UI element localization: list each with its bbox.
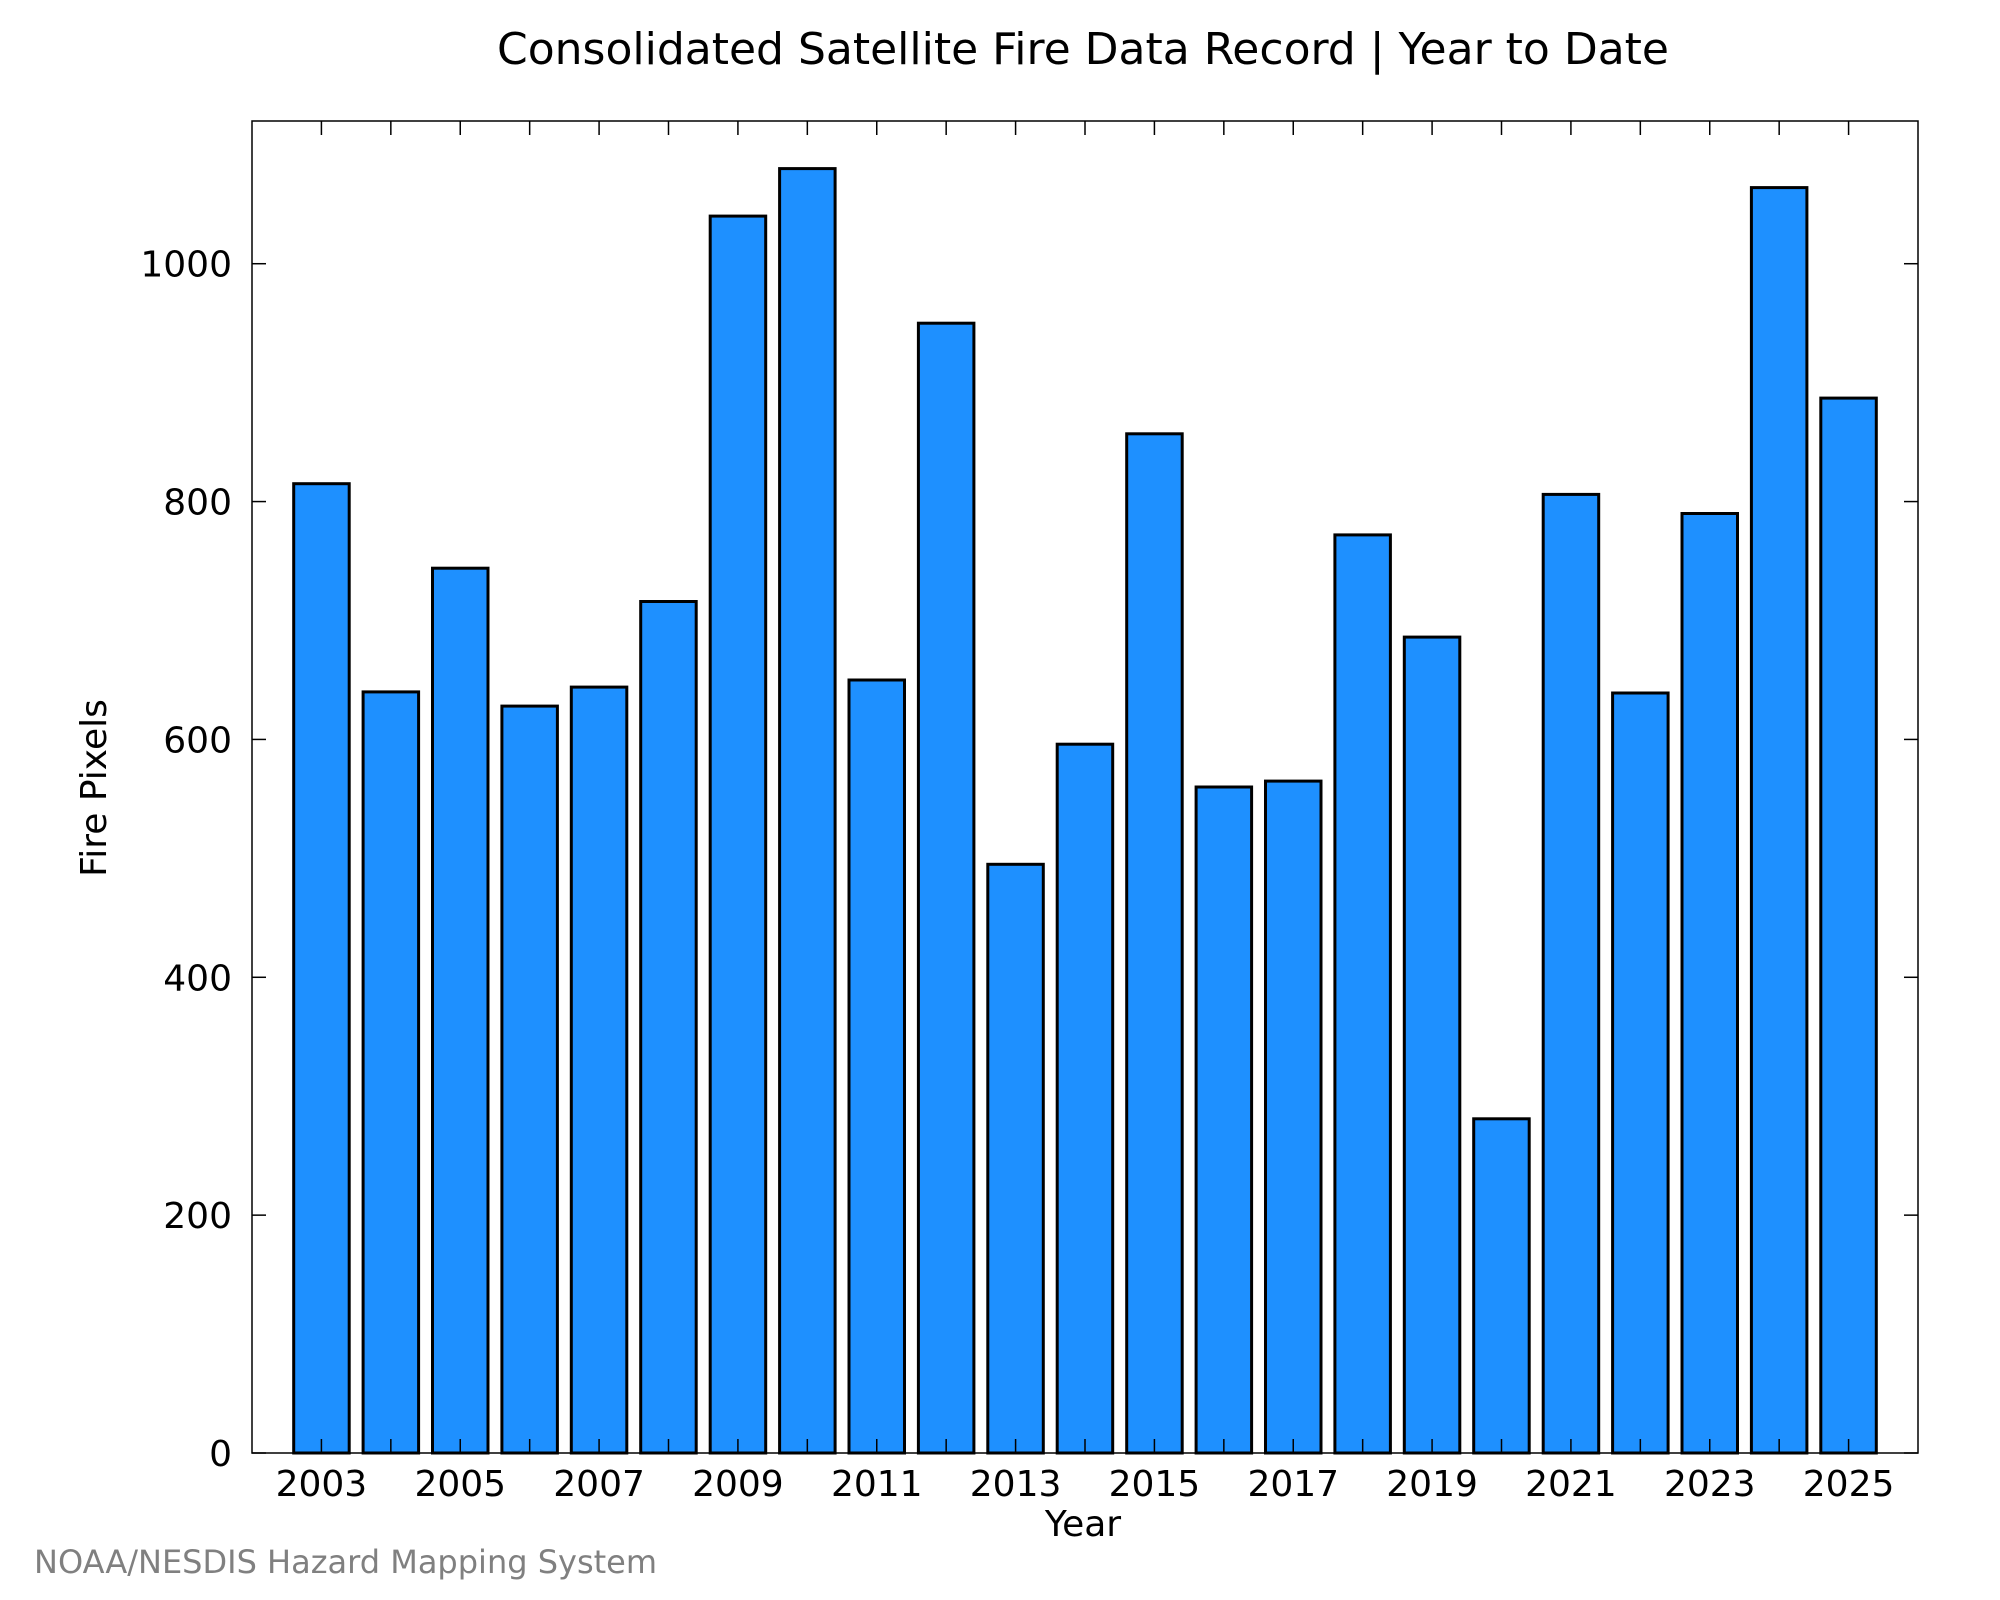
bar-2023: [1680, 512, 1739, 1455]
x-tick-label-2015: 2015: [1109, 1464, 1201, 1505]
x-tick-label-2011: 2011: [831, 1464, 923, 1505]
bar-2013: [986, 862, 1045, 1455]
bar-2008: [639, 600, 698, 1455]
bar-2025: [1819, 396, 1878, 1455]
y-tick-label-0: 0: [209, 1434, 232, 1475]
bar-2015: [1125, 432, 1184, 1455]
credit-text: NOAA/NESDIS Hazard Mapping System: [34, 1543, 657, 1581]
x-tick-label-2023: 2023: [1664, 1464, 1756, 1505]
x-axis-title: Year: [1044, 1504, 1121, 1545]
x-tick-label-2019: 2019: [1386, 1464, 1478, 1505]
bar-2017: [1264, 779, 1323, 1455]
x-tick-label-2007: 2007: [553, 1464, 645, 1505]
bar-2018: [1333, 533, 1392, 1455]
bar-2003: [292, 482, 351, 1455]
x-tick-label-2017: 2017: [1247, 1464, 1339, 1505]
y-axis-title: Fire Pixels: [74, 699, 115, 877]
bar-2004: [361, 690, 421, 1455]
plot-area: 2003 2005 2007 2009 2011 2013 2015 2017 2019 2021…: [140, 120, 1919, 1505]
y-tick-label-800: 800: [163, 483, 232, 524]
chart-title: Consolidated Satellite Fire Data Record …: [497, 24, 1669, 75]
bar-2021: [1541, 492, 1601, 1455]
bar-2016: [1194, 785, 1254, 1455]
x-tick-label-2021: 2021: [1525, 1464, 1617, 1505]
y-tick-label-600: 600: [163, 720, 232, 761]
bar-2024: [1749, 186, 1809, 1455]
x-tick-label-2009: 2009: [692, 1464, 784, 1505]
x-tick-label-2003: 2003: [276, 1464, 368, 1505]
bar-2022: [1611, 691, 1670, 1455]
bar-2020: [1472, 1117, 1531, 1455]
x-tick-label-2005: 2005: [414, 1464, 506, 1505]
bar-2011: [847, 678, 906, 1455]
x-tick-label-2025: 2025: [1803, 1464, 1895, 1505]
bar-2019: [1402, 635, 1462, 1455]
bar-2007: [569, 685, 629, 1455]
x-tick-label-2013: 2013: [970, 1464, 1062, 1505]
bar-2005: [431, 566, 490, 1455]
y-tick-label-200: 200: [163, 1196, 232, 1237]
bar-2012: [916, 321, 976, 1455]
y-tick-label-400: 400: [163, 958, 232, 999]
bar-2009: [708, 214, 768, 1455]
bar-2014: [1055, 742, 1115, 1455]
y-tick-label-1000: 1000: [140, 245, 232, 286]
bar-2010: [778, 167, 837, 1455]
bar-2006: [500, 704, 559, 1455]
